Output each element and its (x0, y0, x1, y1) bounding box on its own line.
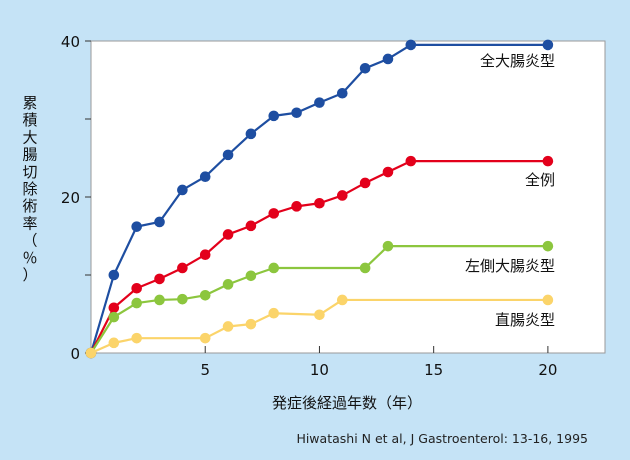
data-point (245, 318, 257, 330)
x-axis-title: 発症後経過年数（年） (272, 394, 422, 412)
data-point (154, 273, 165, 285)
citation: Hiwatashi N et al, J Gastroenterol: 13-1… (296, 431, 588, 446)
data-point (131, 297, 142, 309)
series-label: 全大腸炎型 (480, 52, 555, 70)
data-point (268, 208, 280, 219)
series-label: 直腸炎型 (495, 311, 555, 329)
series-3: 左側大腸炎型 (85, 240, 555, 359)
data-point (359, 262, 371, 274)
data-point (199, 171, 211, 183)
y-tick-label: 40 (61, 33, 80, 51)
data-point (336, 190, 348, 201)
x-tick-label: 5 (200, 361, 210, 379)
data-point (177, 293, 188, 305)
data-point (382, 53, 394, 65)
x-tick-label: 20 (538, 361, 557, 379)
data-point (542, 155, 554, 167)
series-4: 直腸炎型 (85, 294, 555, 359)
x-tick-label: 10 (310, 361, 329, 379)
data-point (245, 220, 257, 232)
series-label: 左側大腸炎型 (465, 257, 555, 275)
series-line (90, 160, 548, 354)
data-point (405, 39, 417, 51)
data-point (542, 39, 554, 51)
series-line (90, 298, 548, 355)
data-point (268, 262, 280, 274)
data-point (268, 110, 280, 122)
data-point (131, 282, 142, 294)
data-point (291, 107, 302, 119)
data-point (199, 289, 211, 301)
data-point (314, 197, 325, 209)
data-point (542, 294, 554, 306)
data-point (222, 321, 234, 332)
data-point (222, 279, 234, 290)
data-point (108, 269, 120, 281)
data-point (291, 201, 302, 212)
x-tick-label: 15 (424, 361, 443, 379)
data-point (85, 347, 97, 359)
axes: 5 10 15 20 0 20 40 (61, 33, 558, 379)
data-point (382, 240, 394, 252)
data-point (177, 184, 188, 196)
data-point (382, 166, 394, 178)
data-point (336, 294, 348, 306)
data-point (131, 221, 142, 232)
data-point (336, 87, 348, 99)
data-point (108, 302, 120, 314)
data-point (131, 332, 142, 344)
data-point (199, 332, 211, 344)
data-point (314, 309, 325, 321)
data-point (542, 240, 554, 252)
data-point (222, 229, 234, 240)
data-point (154, 294, 165, 306)
y-tick-label: 20 (61, 189, 80, 207)
data-point (314, 97, 325, 108)
data-point (108, 337, 120, 349)
data-point (199, 249, 211, 261)
data-point (268, 307, 280, 319)
data-point (359, 63, 371, 74)
data-point (245, 128, 257, 140)
data-point (108, 311, 120, 323)
series-2: 全例 (85, 155, 555, 359)
data-point (154, 216, 165, 228)
y-axis-title: 累積大腸切除術率（％） (22, 94, 37, 284)
data-point (222, 149, 234, 161)
data-point (177, 262, 188, 274)
data-point (359, 177, 371, 189)
series-line (89, 43, 548, 354)
y-tick-label: 0 (70, 345, 80, 363)
series-1: 全大腸炎型 (85, 39, 555, 359)
data-point (405, 155, 417, 167)
series-label: 全例 (525, 171, 555, 189)
data-point (245, 270, 257, 282)
